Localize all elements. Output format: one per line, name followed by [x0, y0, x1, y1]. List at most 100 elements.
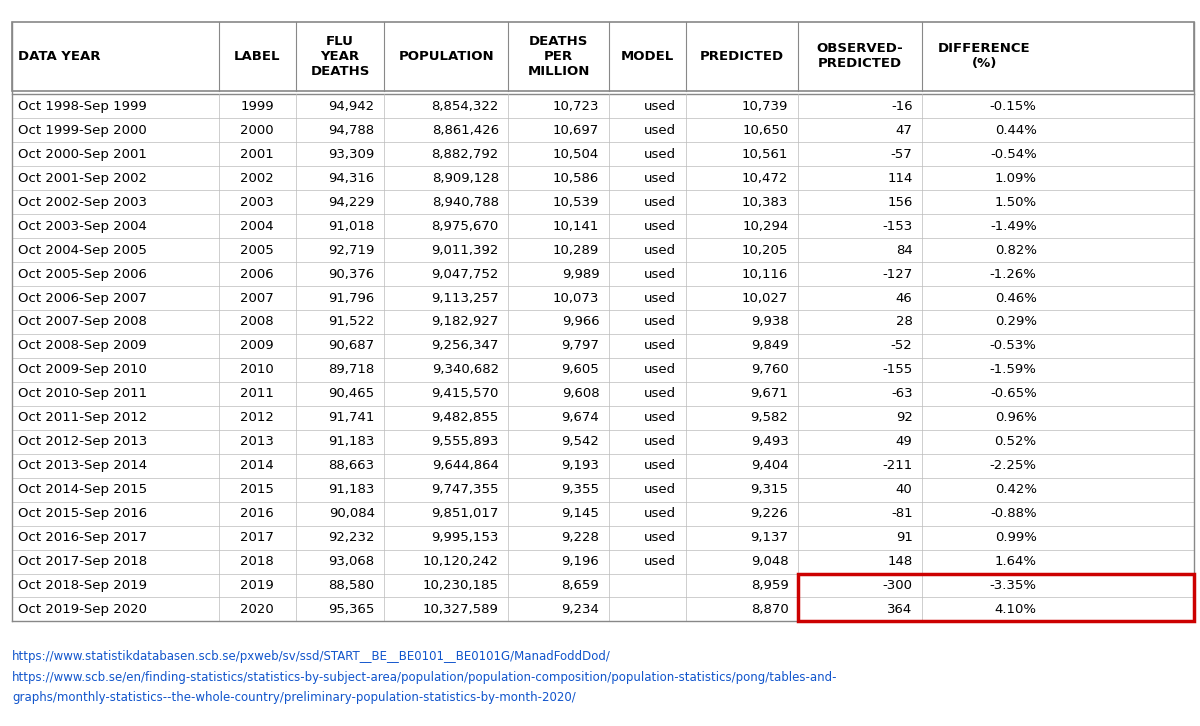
Text: POPULATION: POPULATION	[398, 50, 494, 62]
Text: -1.26%: -1.26%	[990, 268, 1037, 280]
Text: DEATHS
PER
MILLION: DEATHS PER MILLION	[528, 35, 590, 78]
Text: 10,141: 10,141	[553, 220, 599, 232]
Text: used: used	[644, 244, 676, 256]
Text: 10,586: 10,586	[553, 172, 599, 184]
Text: Oct 2007-Sep 2008: Oct 2007-Sep 2008	[18, 316, 146, 328]
Text: 2002: 2002	[240, 172, 274, 184]
Text: 91,183: 91,183	[329, 484, 374, 496]
Text: 10,472: 10,472	[742, 172, 788, 184]
Text: 2017: 2017	[240, 531, 275, 544]
Text: used: used	[644, 220, 676, 232]
Text: 1.64%: 1.64%	[995, 555, 1037, 568]
Text: 9,228: 9,228	[562, 531, 599, 544]
Text: 9,995,153: 9,995,153	[432, 531, 499, 544]
Text: 9,493: 9,493	[751, 436, 788, 448]
Text: DATA YEAR: DATA YEAR	[18, 50, 101, 62]
Text: -155: -155	[882, 364, 912, 376]
Bar	[12, 118, 1194, 142]
Text: 2012: 2012	[240, 412, 275, 424]
Text: -52: -52	[890, 340, 912, 352]
Text: 9,851,017: 9,851,017	[432, 507, 499, 520]
Text: 2019: 2019	[240, 579, 274, 592]
Text: 0.29%: 0.29%	[995, 316, 1037, 328]
Text: -0.15%: -0.15%	[990, 100, 1037, 113]
Bar	[798, 574, 1194, 621]
Text: used: used	[644, 507, 676, 520]
Text: 10,383: 10,383	[742, 196, 788, 208]
Text: 2014: 2014	[240, 460, 274, 472]
Text: 364: 364	[887, 603, 912, 616]
Text: 47: 47	[895, 124, 912, 136]
Bar	[12, 430, 1194, 454]
Text: -211: -211	[882, 460, 912, 472]
Text: 2008: 2008	[240, 316, 274, 328]
Text: 88,663: 88,663	[329, 460, 374, 472]
Text: 2004: 2004	[240, 220, 274, 232]
Text: used: used	[644, 436, 676, 448]
Bar	[12, 310, 1194, 334]
Text: 9,011,392: 9,011,392	[432, 244, 499, 256]
Text: PREDICTED: PREDICTED	[700, 50, 784, 62]
Text: used: used	[644, 364, 676, 376]
Text: 10,294: 10,294	[742, 220, 788, 232]
Text: 93,068: 93,068	[329, 555, 374, 568]
Text: used: used	[644, 124, 676, 136]
Bar	[12, 478, 1194, 502]
Text: -300: -300	[882, 579, 912, 592]
Text: -0.88%: -0.88%	[990, 507, 1037, 520]
Text: 4.10%: 4.10%	[995, 603, 1037, 616]
Text: 0.52%: 0.52%	[995, 436, 1037, 448]
Bar	[12, 406, 1194, 430]
Text: 9,234: 9,234	[562, 603, 599, 616]
Text: DIFFERENCE
(%): DIFFERENCE (%)	[938, 42, 1031, 70]
Text: 10,327,589: 10,327,589	[422, 603, 499, 616]
Text: 95,365: 95,365	[329, 603, 374, 616]
Text: 91,796: 91,796	[329, 292, 374, 304]
Text: -153: -153	[882, 220, 912, 232]
Text: 9,747,355: 9,747,355	[431, 484, 499, 496]
Text: FLU
YEAR
DEATHS: FLU YEAR DEATHS	[311, 35, 370, 78]
Text: 0.82%: 0.82%	[995, 244, 1037, 256]
Bar	[12, 286, 1194, 310]
Text: 9,674: 9,674	[562, 412, 599, 424]
Text: 91: 91	[895, 531, 912, 544]
Text: 9,048: 9,048	[751, 555, 788, 568]
Text: 2007: 2007	[240, 292, 274, 304]
Text: Oct 2016-Sep 2017: Oct 2016-Sep 2017	[18, 531, 148, 544]
Text: 9,797: 9,797	[562, 340, 599, 352]
Text: 9,404: 9,404	[751, 460, 788, 472]
Text: 2015: 2015	[240, 484, 275, 496]
Text: 0.96%: 0.96%	[995, 412, 1037, 424]
Text: Oct 2010-Sep 2011: Oct 2010-Sep 2011	[18, 388, 148, 400]
Text: 94,942: 94,942	[329, 100, 374, 113]
Text: 2006: 2006	[240, 268, 274, 280]
Text: 9,226: 9,226	[750, 507, 788, 520]
Text: 9,542: 9,542	[562, 436, 599, 448]
Text: 8,659: 8,659	[562, 579, 599, 592]
Text: 8,861,426: 8,861,426	[432, 124, 499, 136]
Text: -3.35%: -3.35%	[990, 579, 1037, 592]
Text: 9,582: 9,582	[750, 412, 788, 424]
Bar	[12, 166, 1194, 190]
Text: 114: 114	[887, 172, 912, 184]
Text: 9,415,570: 9,415,570	[432, 388, 499, 400]
Text: 9,760: 9,760	[751, 364, 788, 376]
Text: 1.09%: 1.09%	[995, 172, 1037, 184]
Text: 156: 156	[887, 196, 912, 208]
Text: MODEL: MODEL	[620, 50, 674, 62]
Text: Oct 1998-Sep 1999: Oct 1998-Sep 1999	[18, 100, 146, 113]
Text: Oct 2003-Sep 2004: Oct 2003-Sep 2004	[18, 220, 146, 232]
Text: used: used	[644, 531, 676, 544]
Text: 90,687: 90,687	[329, 340, 374, 352]
Text: -1.59%: -1.59%	[990, 364, 1037, 376]
Text: used: used	[644, 196, 676, 208]
Text: 10,027: 10,027	[742, 292, 788, 304]
Text: Oct 2011-Sep 2012: Oct 2011-Sep 2012	[18, 412, 148, 424]
Text: 8,870: 8,870	[751, 603, 788, 616]
Text: 10,697: 10,697	[553, 124, 599, 136]
Text: 0.44%: 0.44%	[995, 124, 1037, 136]
Text: 10,205: 10,205	[742, 244, 788, 256]
Bar	[12, 597, 1194, 621]
Text: 91,522: 91,522	[329, 316, 374, 328]
Text: 9,193: 9,193	[562, 460, 599, 472]
